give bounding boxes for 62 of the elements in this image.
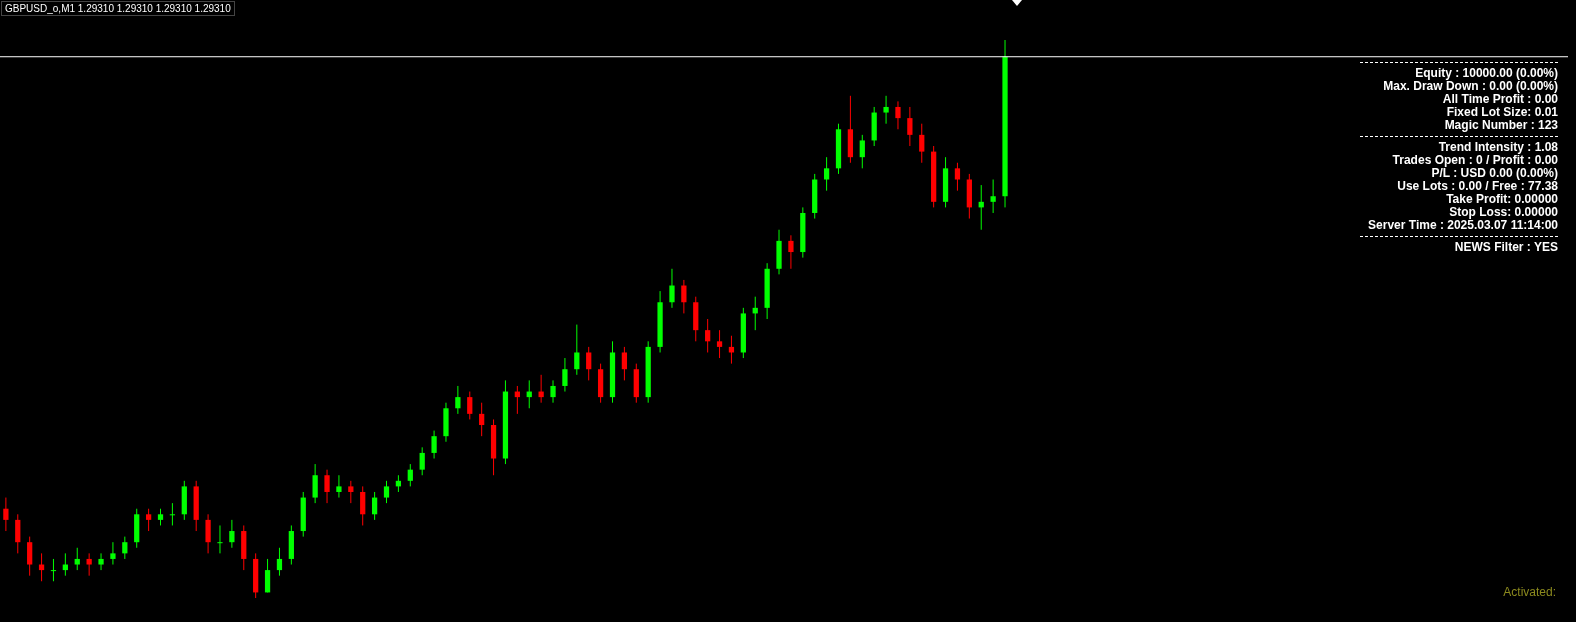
candlestick [586, 346, 592, 381]
candlestick [562, 357, 568, 393]
candlestick [705, 318, 711, 353]
text: Activated: [1503, 585, 1556, 599]
candlestick [3, 497, 9, 532]
candlestick [27, 536, 33, 577]
candlestick [669, 268, 675, 309]
candlestick [264, 558, 271, 593]
candlestick [550, 379, 556, 404]
text: NEWS Filter : YES [1453, 240, 1558, 254]
candlestick [823, 156, 830, 192]
candlestick [312, 463, 318, 504]
candlestick [371, 491, 378, 521]
candlestick [86, 552, 92, 577]
text: All Time Profit : 0.00 [1441, 92, 1558, 106]
candlestick [348, 480, 354, 504]
candlestick [883, 95, 889, 125]
candlestick [716, 329, 723, 359]
candlestick [621, 346, 628, 381]
text: P/L : USD 0.00 (0.00%) [1430, 166, 1558, 180]
candlestick [895, 100, 901, 130]
candlestick [122, 536, 128, 560]
candlestick [954, 162, 961, 192]
text: Magic Number : 123 [1443, 118, 1558, 132]
candlestick [217, 524, 223, 554]
candlestick [360, 485, 366, 526]
candlestick [383, 480, 390, 504]
candlestick [419, 446, 425, 476]
candlestick [574, 324, 580, 376]
text: Stop Loss: 0.00000 [1448, 205, 1558, 219]
text: Fixed Lot Size: 0.01 [1445, 105, 1558, 119]
candlestick [50, 558, 57, 582]
text: Trend Intensity : 1.08 [1437, 140, 1558, 154]
candlestick [336, 474, 342, 499]
candlestick [788, 234, 794, 270]
candlestick [859, 134, 865, 169]
candlestick [98, 552, 104, 571]
candlestick [110, 541, 116, 566]
candlestick [907, 106, 913, 147]
text: Equity : 10000.00 (0.00%) [1414, 66, 1558, 80]
candlestick [467, 391, 473, 420]
candlestick [15, 513, 21, 554]
text: Use Lots : 0.00 / Free : 77.38 [1396, 179, 1558, 193]
candlestick [169, 502, 176, 526]
text: Server Time : 2025.03.07 11:14:00 [1367, 218, 1558, 232]
candlestick [407, 463, 413, 487]
candlestick [919, 123, 925, 164]
candlestick [431, 430, 437, 459]
candlestick [479, 402, 485, 437]
candlestick [74, 547, 80, 571]
candlestick [229, 519, 235, 549]
text: Take Profit: 0.00000 [1445, 192, 1558, 206]
text: Trades Open : 0 / Profit : 0.00 [1391, 153, 1558, 167]
candlestick [276, 547, 283, 577]
candlestick [324, 469, 330, 504]
candlestick [455, 385, 461, 415]
text: Max. Draw Down : 0.00 (0.00%) [1382, 79, 1558, 93]
candlestick [681, 279, 687, 314]
candlestick [205, 513, 211, 554]
candlestick [145, 508, 152, 532]
chart-title: GBPUSD_o,M1 1.29310 1.29310 1.29310 1.29310 [1, 1, 235, 16]
candlestick [990, 179, 996, 214]
